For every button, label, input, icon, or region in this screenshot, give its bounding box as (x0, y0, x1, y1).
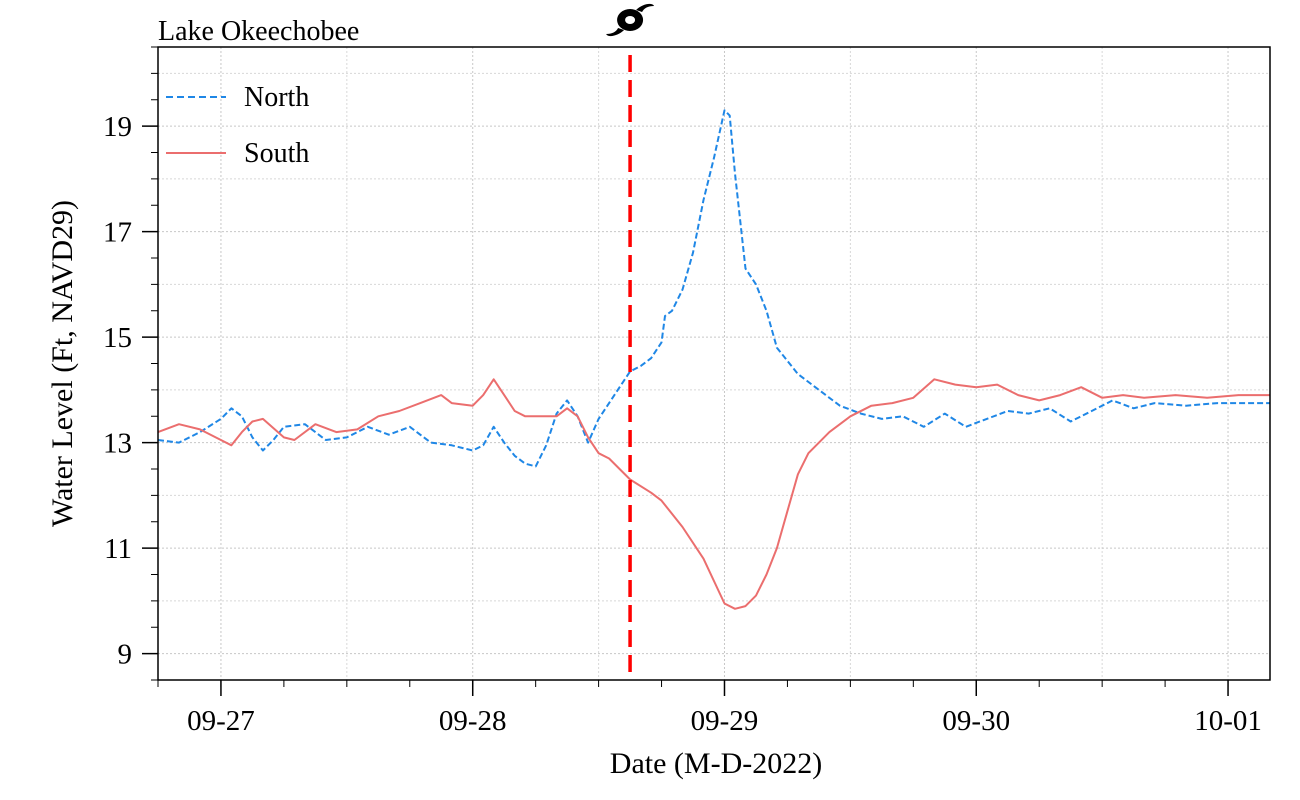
plot-frame (157, 46, 1271, 681)
x-tick-label: 09-27 (187, 705, 255, 737)
x-tick-label: 10-01 (1194, 705, 1262, 737)
y-tick-label: 11 (104, 533, 132, 565)
hurricane-icon (606, 3, 655, 37)
series-layer (157, 109, 1270, 610)
event-marker-layer (606, 3, 655, 680)
legend-label-south: South (244, 138, 309, 169)
y-tick-label: 13 (103, 428, 132, 460)
legend: North South (166, 82, 309, 169)
x-tick-label: 09-29 (691, 705, 759, 737)
hurricane-icon-arm (606, 28, 625, 37)
y-tick-label: 17 (103, 217, 132, 249)
hurricane-icon-eye (625, 16, 636, 24)
y-tick-label: 19 (103, 111, 132, 143)
series-line-south (157, 378, 1270, 610)
x-axis-label: Date (M-D-2022) (610, 747, 822, 780)
series-line-north (157, 109, 1270, 468)
chart-title: Lake Okeechobee (158, 16, 359, 47)
legend-label-north: North (244, 82, 309, 113)
x-tick-label: 09-30 (942, 705, 1010, 737)
axes: 09-27 09-28 09-29 09-30 10-01 9 11 13 15 17 19 (103, 46, 1262, 737)
y-tick-label: 9 (118, 639, 133, 671)
hurricane-icon-arm (636, 3, 655, 12)
x-tick-label: 09-28 (439, 705, 507, 737)
y-axis-label: Water Level (Ft, NAVD29) (46, 200, 79, 527)
grid-lines (158, 47, 1270, 680)
y-tick-label: 15 (103, 322, 132, 354)
